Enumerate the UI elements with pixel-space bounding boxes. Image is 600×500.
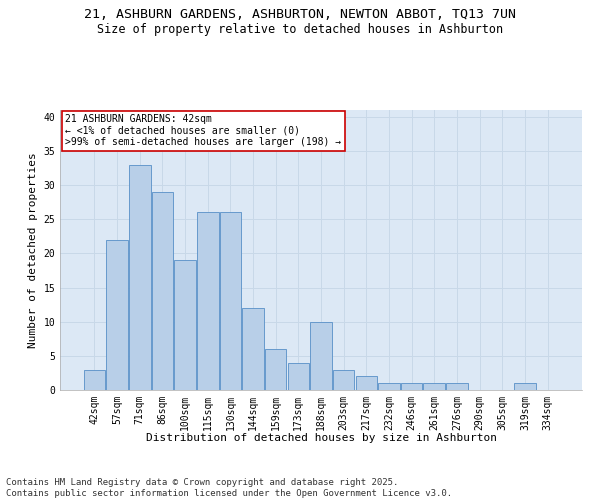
Text: 21 ASHBURN GARDENS: 42sqm
← <1% of detached houses are smaller (0)
>99% of semi-: 21 ASHBURN GARDENS: 42sqm ← <1% of detac… <box>65 114 341 148</box>
Bar <box>84 370 105 390</box>
Bar <box>310 322 332 390</box>
Bar <box>333 370 355 390</box>
Bar <box>152 192 173 390</box>
Bar <box>401 383 422 390</box>
Bar <box>424 383 445 390</box>
Text: 21, ASHBURN GARDENS, ASHBURTON, NEWTON ABBOT, TQ13 7UN: 21, ASHBURN GARDENS, ASHBURTON, NEWTON A… <box>84 8 516 20</box>
Y-axis label: Number of detached properties: Number of detached properties <box>28 152 38 348</box>
Bar <box>514 383 536 390</box>
Bar <box>175 260 196 390</box>
Text: Size of property relative to detached houses in Ashburton: Size of property relative to detached ho… <box>97 22 503 36</box>
Bar <box>220 212 241 390</box>
Bar <box>129 164 151 390</box>
Bar <box>446 383 467 390</box>
Bar <box>242 308 264 390</box>
Bar <box>356 376 377 390</box>
Text: Contains HM Land Registry data © Crown copyright and database right 2025.
Contai: Contains HM Land Registry data © Crown c… <box>6 478 452 498</box>
Bar <box>106 240 128 390</box>
X-axis label: Distribution of detached houses by size in Ashburton: Distribution of detached houses by size … <box>146 433 497 443</box>
Bar <box>287 362 309 390</box>
Bar <box>197 212 218 390</box>
Bar <box>265 349 286 390</box>
Bar <box>378 383 400 390</box>
